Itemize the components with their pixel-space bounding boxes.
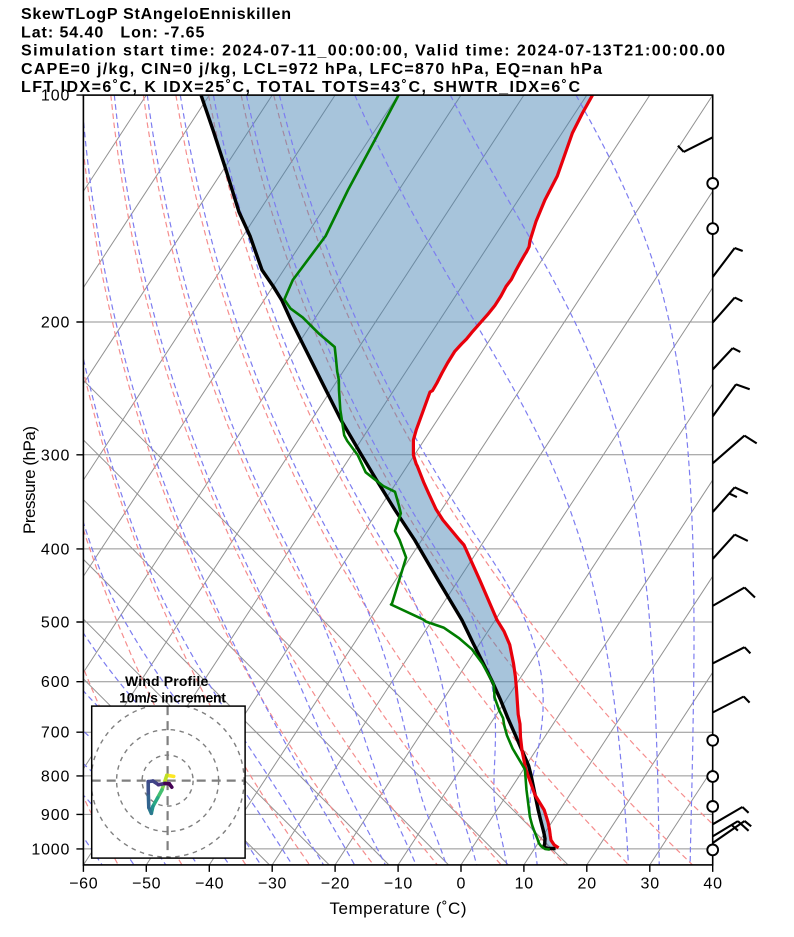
svg-text:20: 20 bbox=[578, 875, 597, 892]
svg-text:700: 700 bbox=[41, 725, 70, 742]
svg-text:Pressure (hPa): Pressure (hPa) bbox=[20, 426, 39, 534]
svg-text:CAPE=0 j/kg, CIN=0 j/kg, LCL=9: CAPE=0 j/kg, CIN=0 j/kg, LCL=972 hPa, LF… bbox=[21, 61, 602, 78]
svg-text:10: 10 bbox=[515, 875, 534, 892]
svg-text:200: 200 bbox=[41, 315, 70, 332]
svg-text:SkewTLogP StAngeloEnniskillen: SkewTLogP StAngeloEnniskillen bbox=[21, 6, 291, 23]
svg-text:500: 500 bbox=[41, 615, 70, 632]
svg-text:600: 600 bbox=[41, 674, 70, 691]
svg-text:Simulation start time: 2024-07: Simulation start time: 2024-07-11_00:00:… bbox=[21, 43, 725, 60]
svg-text:−30: −30 bbox=[258, 875, 286, 892]
svg-text:100: 100 bbox=[41, 88, 70, 105]
svg-text:900: 900 bbox=[41, 807, 70, 824]
svg-text:−40: −40 bbox=[195, 875, 223, 892]
svg-text:40: 40 bbox=[703, 875, 722, 892]
svg-text:0: 0 bbox=[457, 875, 466, 892]
svg-text:−10: −10 bbox=[384, 875, 412, 892]
svg-text:400: 400 bbox=[41, 541, 70, 558]
svg-text:LFT IDX=6˚C, K IDX=25˚C, TOTAL: LFT IDX=6˚C, K IDX=25˚C, TOTAL TOTS=43˚C… bbox=[21, 79, 580, 96]
svg-text:−60: −60 bbox=[69, 875, 97, 892]
svg-text:300: 300 bbox=[41, 447, 70, 464]
svg-text:Temperature (˚C): Temperature (˚C) bbox=[330, 899, 467, 918]
svg-text:−20: −20 bbox=[321, 875, 349, 892]
svg-text:10m/s increment: 10m/s increment bbox=[119, 690, 226, 706]
svg-text:Lat: 54.40 Lon: -7.65: Lat: 54.40 Lon: -7.65 bbox=[21, 24, 204, 41]
svg-text:−50: −50 bbox=[132, 875, 160, 892]
svg-text:30: 30 bbox=[641, 875, 660, 892]
svg-text:1000: 1000 bbox=[31, 841, 69, 858]
svg-text:Wind Profile: Wind Profile bbox=[125, 673, 209, 689]
svg-text:800: 800 bbox=[41, 768, 70, 785]
